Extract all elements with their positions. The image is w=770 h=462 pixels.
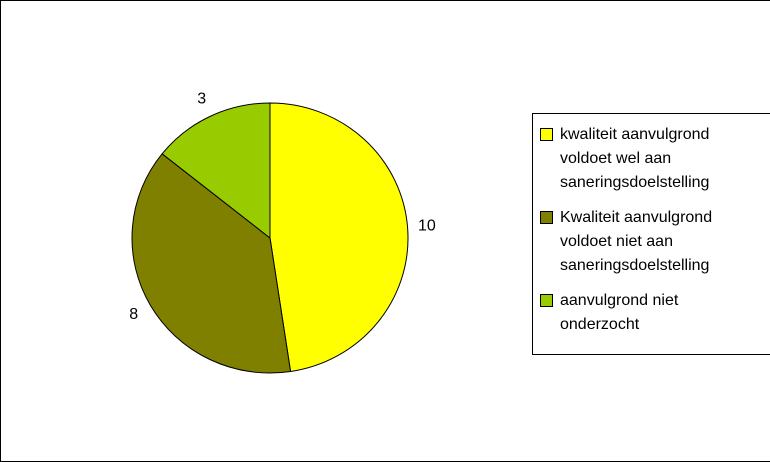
legend-swatch <box>540 294 553 307</box>
data-label: 10 <box>418 218 436 235</box>
legend-swatch <box>540 211 553 224</box>
legend-label: aanvulgrond niet onderzocht <box>560 292 679 333</box>
legend-label: kwaliteit aanvulgrond voldoet wel aan sa… <box>560 126 710 191</box>
legend: kwaliteit aanvulgrond voldoet wel aan sa… <box>532 113 770 355</box>
legend-entry: Kwaliteit aanvulgrond voldoet niet aan s… <box>540 206 770 278</box>
pie-slice <box>161 102 271 240</box>
legend-label: Kwaliteit aanvulgrond voldoet niet aan s… <box>560 209 713 274</box>
legend-swatch <box>540 128 553 141</box>
pie-slice <box>131 153 292 374</box>
data-label: 8 <box>129 306 138 323</box>
legend-entry: aanvulgrond niet onderzocht <box>540 289 770 337</box>
legend-entry: kwaliteit aanvulgrond voldoet wel aan sa… <box>540 123 770 195</box>
data-label: 3 <box>197 91 206 108</box>
pie-slice <box>269 102 409 373</box>
